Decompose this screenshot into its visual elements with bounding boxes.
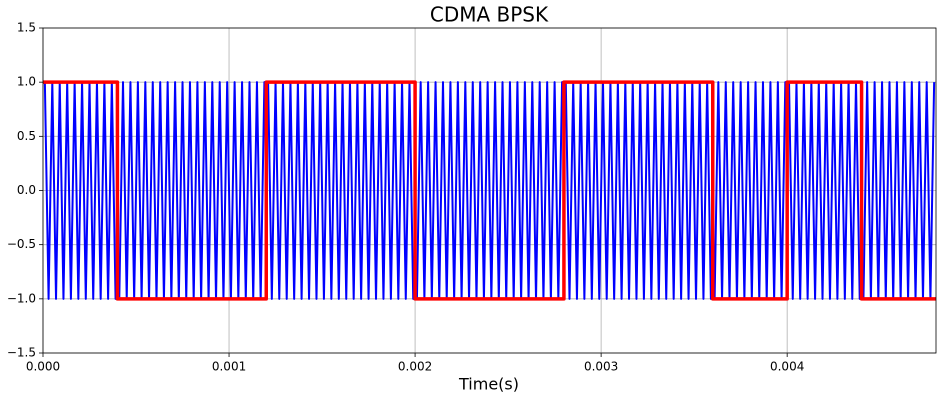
y-tick-label: 1.0 <box>17 75 36 89</box>
y-tick-label: 0.0 <box>17 183 36 197</box>
x-tick-label: 0.004 <box>770 360 804 374</box>
y-tick-label: 1.5 <box>17 21 36 35</box>
x-tick-label: 0.001 <box>212 360 246 374</box>
x-axis-label: Time(s) <box>458 375 519 394</box>
y-tick-label: −0.5 <box>7 237 36 251</box>
x-tick-label: 0.000 <box>26 360 60 374</box>
x-tick-label: 0.003 <box>584 360 618 374</box>
chart-title: CDMA BPSK <box>430 3 549 27</box>
y-tick-label: −1.0 <box>7 291 36 305</box>
series-line <box>43 80 936 301</box>
x-tick-label: 0.002 <box>398 360 432 374</box>
plot-frame <box>42 27 937 354</box>
y-tick-label: 0.5 <box>17 129 36 143</box>
y-tick-label: −1.5 <box>7 346 36 360</box>
